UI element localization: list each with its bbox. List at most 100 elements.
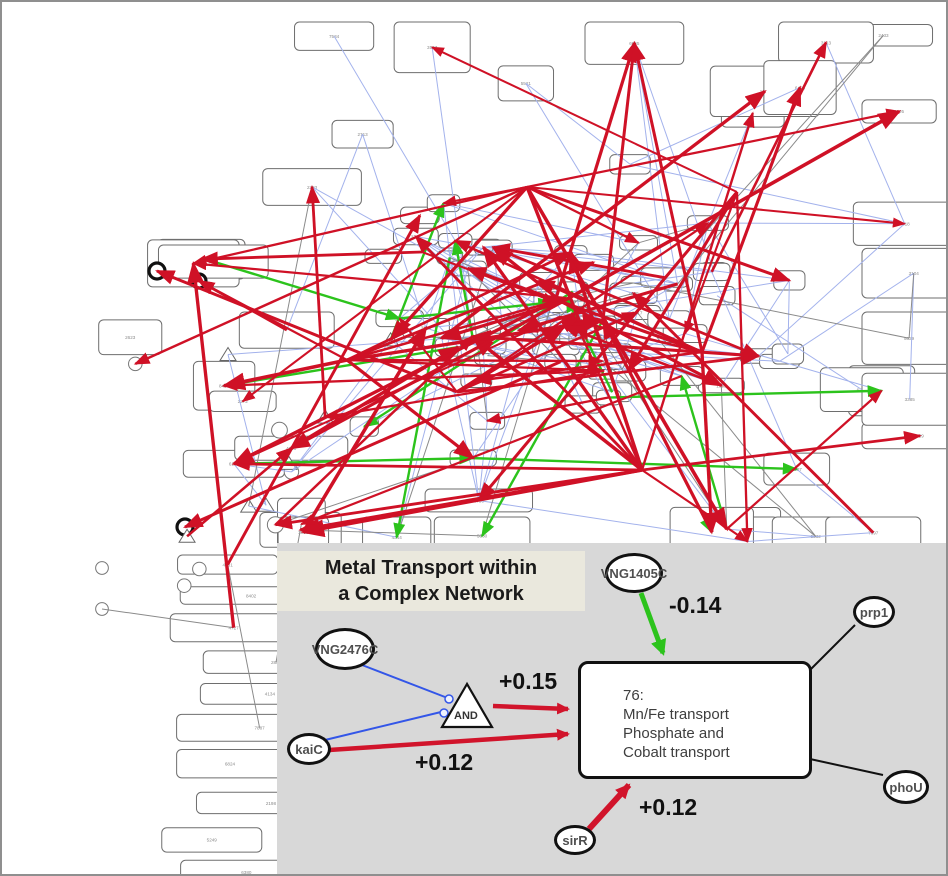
network-edge [415,236,520,331]
network-edge [570,251,790,281]
network-edge [787,280,790,355]
edge-vng1405c-module [638,592,667,656]
network-edge [525,82,631,165]
network-edge [526,185,907,228]
network-edge [311,186,459,348]
inset-title: Metal Transport within a Complex Network [277,551,585,611]
edge-prp1-module [809,624,856,671]
node-sirr[interactable]: sirR [554,825,596,855]
network-node-label: 5629 [904,336,915,341]
network-edge [720,385,728,530]
network-edge [227,564,261,728]
network-edge [825,42,906,224]
network-edge [483,222,708,248]
network-edge [346,261,596,362]
network-edge [726,389,883,530]
node-prp1-label: prp1 [859,604,889,620]
network-edge [592,325,728,530]
network-edge [390,339,488,422]
network-edge [562,325,722,387]
network-edge [633,282,910,339]
network-node-circle[interactable] [95,561,109,575]
gate-input-port [444,694,454,704]
network-edge [389,201,445,341]
network-node[interactable] [161,827,263,853]
network-edge [346,251,573,362]
network-edge [212,260,402,321]
weight-and-gate: +0.15 [499,668,558,694]
network-node-label: 2198 [266,801,277,806]
network-node-label: 2808 [271,660,282,665]
node-module-76[interactable]: 76: Mn/Fe transport Phosphate and Cobalt… [578,661,812,779]
network-edge [485,396,609,424]
node-vng2476c[interactable]: VNG2476C [311,628,379,670]
node-phou[interactable]: phoU [883,770,929,804]
network-edge [323,369,604,421]
network-node-label: 4727 [229,626,240,631]
network-edge [796,468,874,534]
network-node-circle[interactable] [192,561,207,577]
network-node[interactable] [98,319,163,356]
network-edge [641,430,922,472]
network-edge [431,47,473,337]
inset-title-line2: a Complex Network [338,583,524,605]
weight-vng1405c: -0.14 [669,592,722,618]
node-vng1405c[interactable]: VNG1405C [601,553,667,593]
node-vng2476c-label: VNG2476C [311,641,379,657]
inset-title-line1: Metal Transport within [324,557,538,579]
network-edge [477,191,739,503]
network-edge [155,269,458,394]
network-edge [710,40,828,273]
network-edge [232,457,643,472]
module-line2: Mn/Fe transport [623,706,729,723]
network-edge [453,239,703,354]
node-prp1[interactable]: prp1 [853,596,895,628]
network-edge [478,280,540,501]
network-edge [601,317,714,533]
inset-edges-layer [324,592,884,832]
network-edge [231,300,553,466]
network-node-circle[interactable] [176,578,192,593]
weight-kaic: +0.12 [415,749,474,775]
network-edge [389,185,529,342]
network-edge [711,271,798,470]
edge-sirr-module [586,782,632,832]
network-node[interactable] [861,247,946,299]
module-line1: 76: [623,687,644,704]
module-line4: Cobalt transport [623,744,730,761]
node-phou-label: phoU [889,779,923,795]
network-edge [191,185,528,266]
network-node[interactable] [861,422,946,450]
network-edge [640,111,755,471]
node-kaic[interactable]: kaiC [287,733,331,765]
network-edge [442,185,528,207]
network-edge [393,257,451,539]
and-gate[interactable] [440,681,494,729]
network-edge [300,529,483,537]
network-edge [633,43,679,284]
network-edge [191,258,567,300]
network-node[interactable] [861,311,946,365]
network-edge [186,447,293,538]
network-edge [779,272,915,362]
network-edge [298,468,643,535]
network-node-circle[interactable] [271,421,288,439]
network-edge [274,335,474,526]
network-edge [187,261,236,628]
edge-kaic-gate [324,711,442,741]
network-edge [526,185,640,244]
network-edge [720,280,790,386]
network-edge [305,185,327,418]
network-edge [629,163,905,225]
network-node-label: 2623 [125,335,136,340]
edge-vng2476c-gate [361,664,446,698]
network-edge [456,222,710,393]
network-edge [414,235,643,471]
network-edge [561,109,902,304]
network-edge [641,469,749,543]
network-edge [747,532,874,542]
network-edge [439,300,563,341]
inset-panel: Metal Transport within a Complex Network… [277,543,946,874]
network-edge [525,83,670,320]
